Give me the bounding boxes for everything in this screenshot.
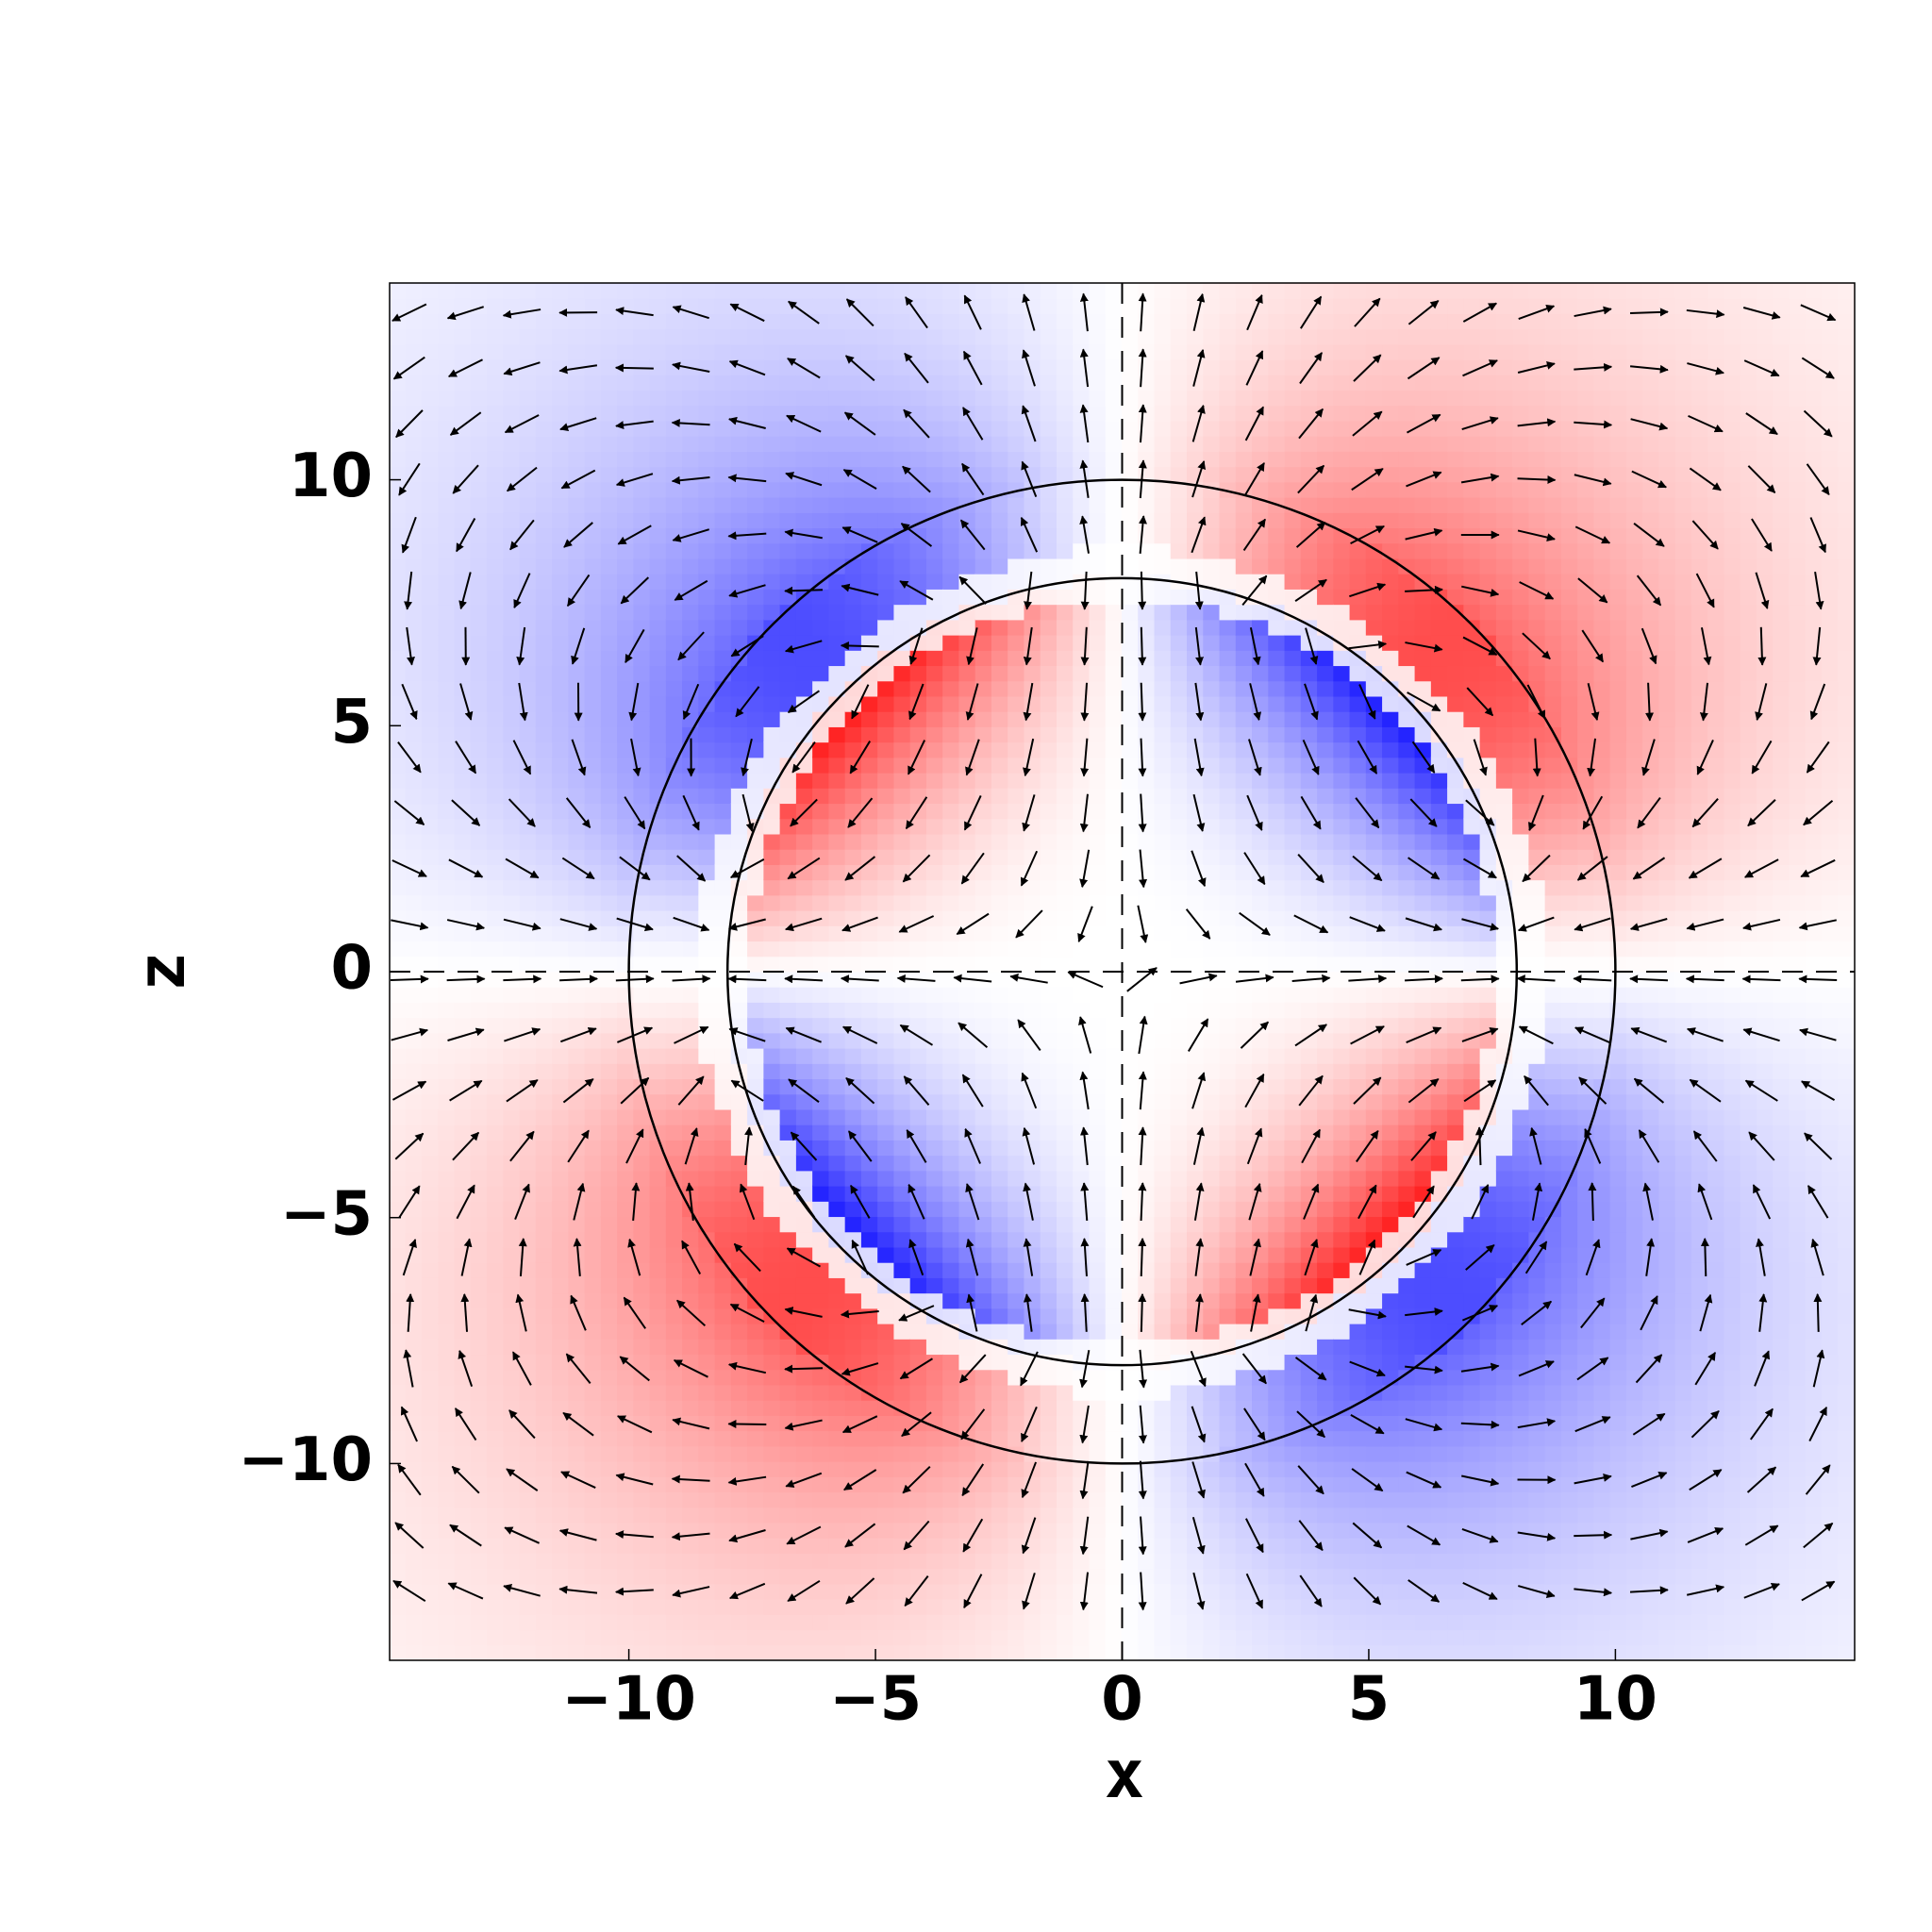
y-tick-label: −5 xyxy=(280,1179,373,1249)
x-tick-label: 10 xyxy=(1574,1665,1657,1735)
axes: −10 −5 0 5 10 −10 −5 0 5 10 xyxy=(238,441,1657,1734)
x-tick-label: −10 xyxy=(561,1665,696,1735)
y-axis-label: z xyxy=(123,952,200,991)
y-tick-label: 10 xyxy=(289,441,373,511)
x-tick-label: 5 xyxy=(1348,1665,1391,1735)
x-axis-label: x xyxy=(1105,1736,1144,1813)
vector-arrows xyxy=(390,292,1838,1611)
y-tick-label: 5 xyxy=(330,688,373,758)
y-tick-label: 0 xyxy=(330,934,373,1004)
x-tick-label: −5 xyxy=(829,1665,922,1735)
overlay xyxy=(390,283,1855,1660)
y-tick-label: −10 xyxy=(238,1425,373,1495)
x-tick-label: 0 xyxy=(1101,1665,1143,1735)
